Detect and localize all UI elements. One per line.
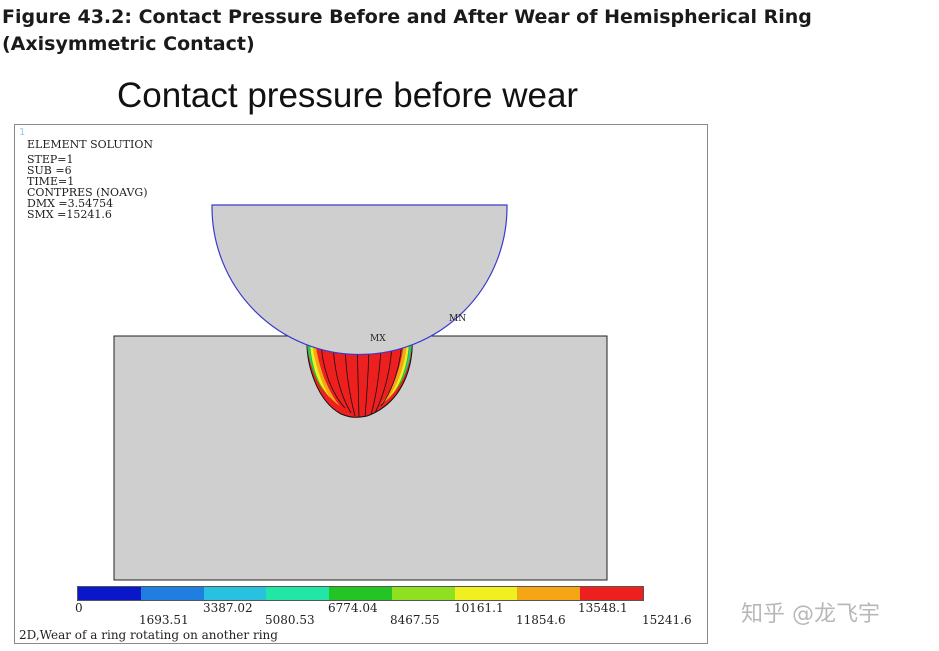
legend-tick-upper-2: 3387.02 — [203, 601, 253, 615]
window-number: 1 — [19, 127, 26, 138]
info-line-sub: SUB =6 — [27, 164, 72, 177]
watermark: 知乎 @龙飞宇 — [741, 602, 880, 627]
legend-tick-upper-4: 10161.1 — [454, 601, 504, 615]
info-line-dmx: DMX =3.54754 — [27, 197, 114, 210]
fe-model-drawing: MX MN — [113, 204, 608, 581]
contour-left-orange — [306, 338, 340, 406]
legend-tick-lower-1: 1693.51 — [139, 613, 189, 627]
info-line-time: TIME=1 — [27, 175, 75, 188]
solution-info-block: ELEMENT SOLUTION STEP=1 SUB =6 TIME=1 CO… — [27, 139, 153, 220]
info-line-smx: SMX =15241.6 — [27, 208, 112, 221]
solution-header: ELEMENT SOLUTION — [27, 138, 153, 151]
legend-tick-lower-4: 11854.6 — [516, 613, 566, 627]
info-line-item: CONTPRES (NOAVG) — [27, 186, 148, 199]
legend-tick-lower-2: 5080.53 — [265, 613, 315, 627]
max-marker: MX — [370, 334, 386, 344]
legend-band-6 — [391, 587, 455, 600]
plot-title: Contact pressure before wear — [117, 76, 579, 115]
legend-band-9 — [580, 587, 644, 600]
min-marker: MN — [449, 314, 466, 324]
info-line-step: STEP=1 — [27, 153, 74, 166]
figure-caption: Figure 43.2: Contact Pressure Before and… — [2, 6, 812, 55]
hemispherical-ring — [211, 204, 508, 356]
legend-band-2 — [140, 587, 204, 600]
contour-legend-bar — [77, 586, 644, 601]
legend-band-5 — [329, 587, 392, 600]
legend-band-1 — [78, 587, 141, 600]
contour-right-orange — [381, 338, 413, 404]
legend-tick-upper-5: 13548.1 — [578, 601, 628, 615]
legend-band-7 — [454, 587, 518, 600]
plot-footer-title: 2D,Wear of a ring rotating on another ri… — [19, 628, 278, 642]
legend-band-4 — [266, 587, 330, 600]
legend-tick-upper-1: 0 — [75, 601, 83, 615]
legend-tick-upper-3: 6774.04 — [328, 601, 378, 615]
legend-band-8 — [517, 587, 581, 600]
legend-band-3 — [203, 587, 267, 600]
legend-tick-lower-3: 8467.55 — [390, 613, 440, 627]
legend-tick-lower-5: 15241.6 — [642, 613, 692, 627]
ansys-plot-window: 1 ELEMENT SOLUTION STEP=1 SUB =6 TIME=1 … — [14, 124, 708, 644]
